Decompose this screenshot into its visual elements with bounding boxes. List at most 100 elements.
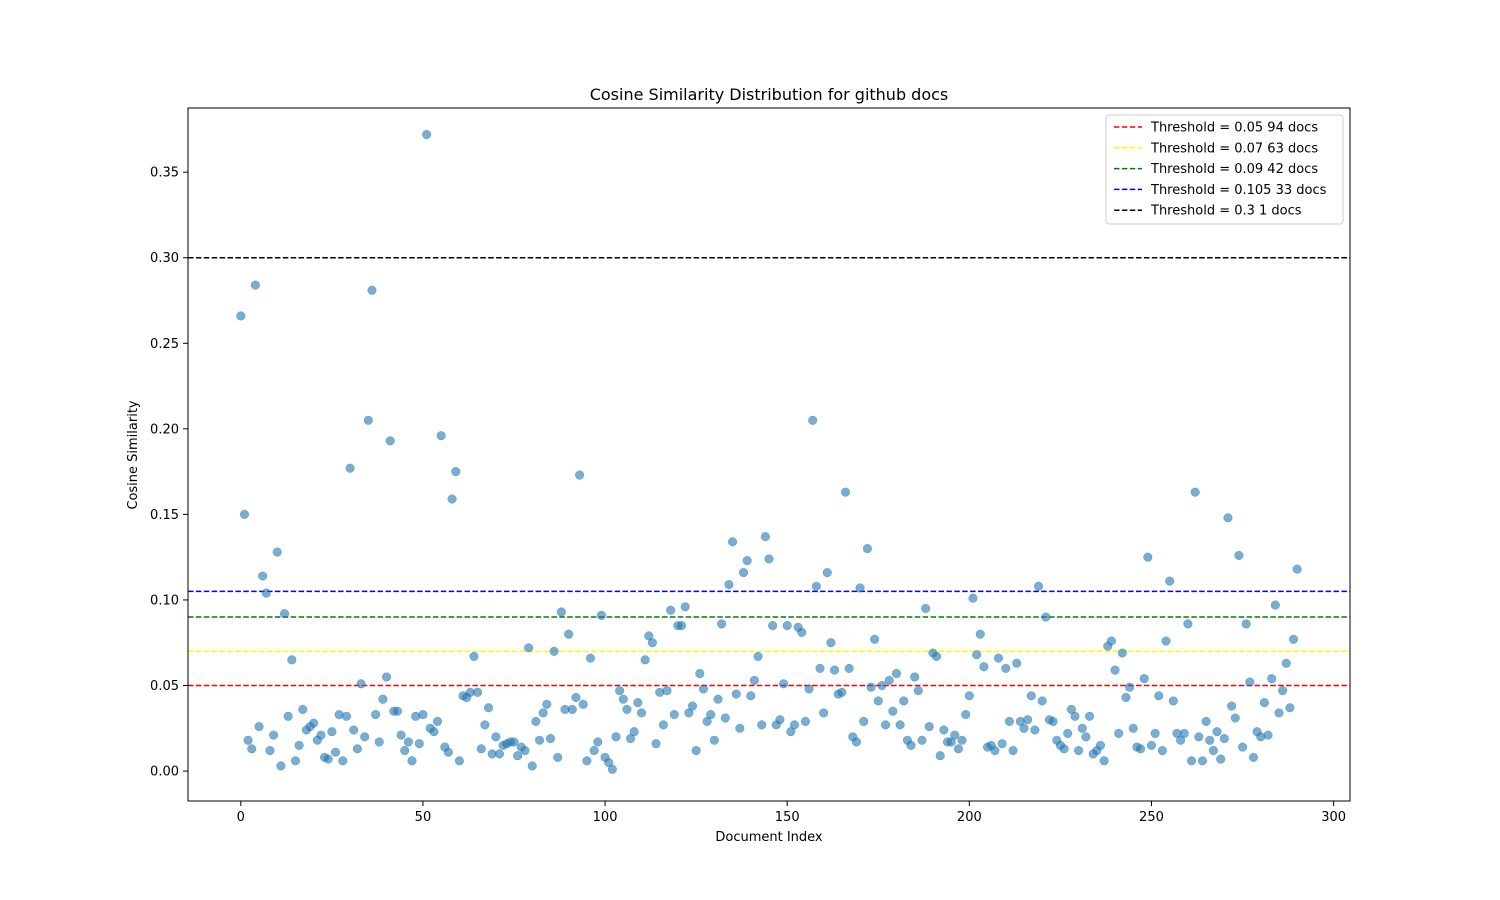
data-point — [1026, 691, 1036, 701]
data-point — [753, 651, 763, 661]
data-point — [279, 609, 290, 619]
data-point — [236, 311, 246, 321]
data-point — [1183, 619, 1193, 629]
data-point — [367, 285, 377, 295]
data-point — [1117, 648, 1127, 658]
data-point — [975, 629, 985, 639]
y-tick-label: 0.00 — [150, 765, 179, 780]
data-point — [939, 725, 949, 735]
data-point — [1267, 674, 1277, 684]
data-point — [1023, 715, 1033, 725]
data-point — [932, 651, 942, 661]
data-point — [1194, 732, 1204, 742]
data-point — [341, 711, 352, 721]
data-point — [640, 655, 650, 665]
data-point — [997, 739, 1007, 749]
data-point — [1270, 600, 1280, 610]
data-point — [844, 663, 854, 673]
data-point — [356, 679, 366, 689]
data-point — [1259, 698, 1269, 708]
data-point — [859, 716, 869, 726]
legend-label: Threshold = 0.05 94 docs — [1150, 121, 1318, 136]
data-point — [1041, 612, 1051, 622]
data-point — [607, 764, 617, 774]
data-point — [392, 706, 403, 716]
data-point — [735, 723, 745, 733]
data-point — [924, 722, 934, 732]
data-point — [742, 556, 752, 566]
data-point — [713, 694, 723, 704]
data-point — [1008, 745, 1018, 756]
data-point — [352, 744, 362, 754]
x-axis-label: Document Index — [715, 830, 823, 845]
data-point — [338, 756, 348, 766]
data-point — [407, 756, 417, 766]
data-point — [1285, 703, 1295, 713]
data-point — [261, 588, 271, 598]
data-point — [1288, 634, 1299, 644]
data-point — [633, 698, 643, 708]
data-point — [371, 710, 381, 720]
data-point — [272, 547, 282, 557]
data-point — [884, 675, 894, 685]
data-point — [447, 494, 457, 504]
data-point — [877, 680, 887, 691]
data-point — [1074, 745, 1084, 756]
data-point — [972, 650, 982, 660]
data-point — [636, 708, 647, 718]
data-point — [1059, 744, 1069, 754]
data-point — [895, 720, 905, 730]
data-point — [666, 605, 676, 615]
data-point — [746, 691, 756, 701]
data-point — [1143, 552, 1153, 562]
data-point — [290, 756, 301, 766]
data-point — [851, 737, 861, 747]
data-point — [658, 720, 668, 730]
data-point — [549, 646, 559, 656]
data-point — [509, 737, 519, 747]
data-point — [360, 732, 370, 742]
data-point — [990, 745, 1000, 756]
legend-label: Threshold = 0.09 42 docs — [1150, 162, 1318, 177]
data-point — [1125, 682, 1135, 692]
data-point — [910, 672, 920, 682]
data-point — [578, 699, 588, 709]
data-point — [917, 735, 927, 745]
data-point — [520, 745, 530, 756]
data-point — [418, 710, 428, 720]
legend-box — [1105, 114, 1344, 225]
data-point — [779, 679, 789, 689]
data-point — [254, 722, 264, 732]
data-point — [250, 280, 260, 290]
data-point — [698, 684, 708, 694]
data-point — [837, 687, 847, 697]
data-point — [1241, 619, 1251, 629]
data-point — [414, 739, 424, 749]
plot-area: 0 50 100 150 200 250 300 0.00 0.05 0.10 0.15 0.20 0.… — [150, 107, 1351, 825]
data-point — [294, 740, 304, 750]
data-point — [443, 747, 453, 757]
data-point — [1278, 686, 1288, 696]
data-point — [618, 694, 628, 704]
data-point — [680, 602, 690, 612]
data-point — [1157, 745, 1167, 756]
data-point — [891, 668, 902, 679]
data-point — [899, 696, 909, 706]
data-point — [1070, 711, 1080, 721]
data-point — [1121, 692, 1131, 703]
data-point — [870, 634, 880, 644]
data-point — [1063, 728, 1073, 738]
data-point — [728, 537, 738, 547]
data-point — [556, 607, 566, 617]
data-point — [1245, 677, 1255, 687]
data-point — [316, 730, 326, 740]
data-point — [349, 725, 359, 735]
data-point — [564, 629, 574, 639]
data-point — [1190, 487, 1200, 497]
data-point — [1146, 740, 1157, 750]
data-point — [476, 744, 486, 754]
data-point — [429, 727, 439, 737]
data-point — [571, 692, 581, 703]
data-point — [494, 749, 504, 759]
